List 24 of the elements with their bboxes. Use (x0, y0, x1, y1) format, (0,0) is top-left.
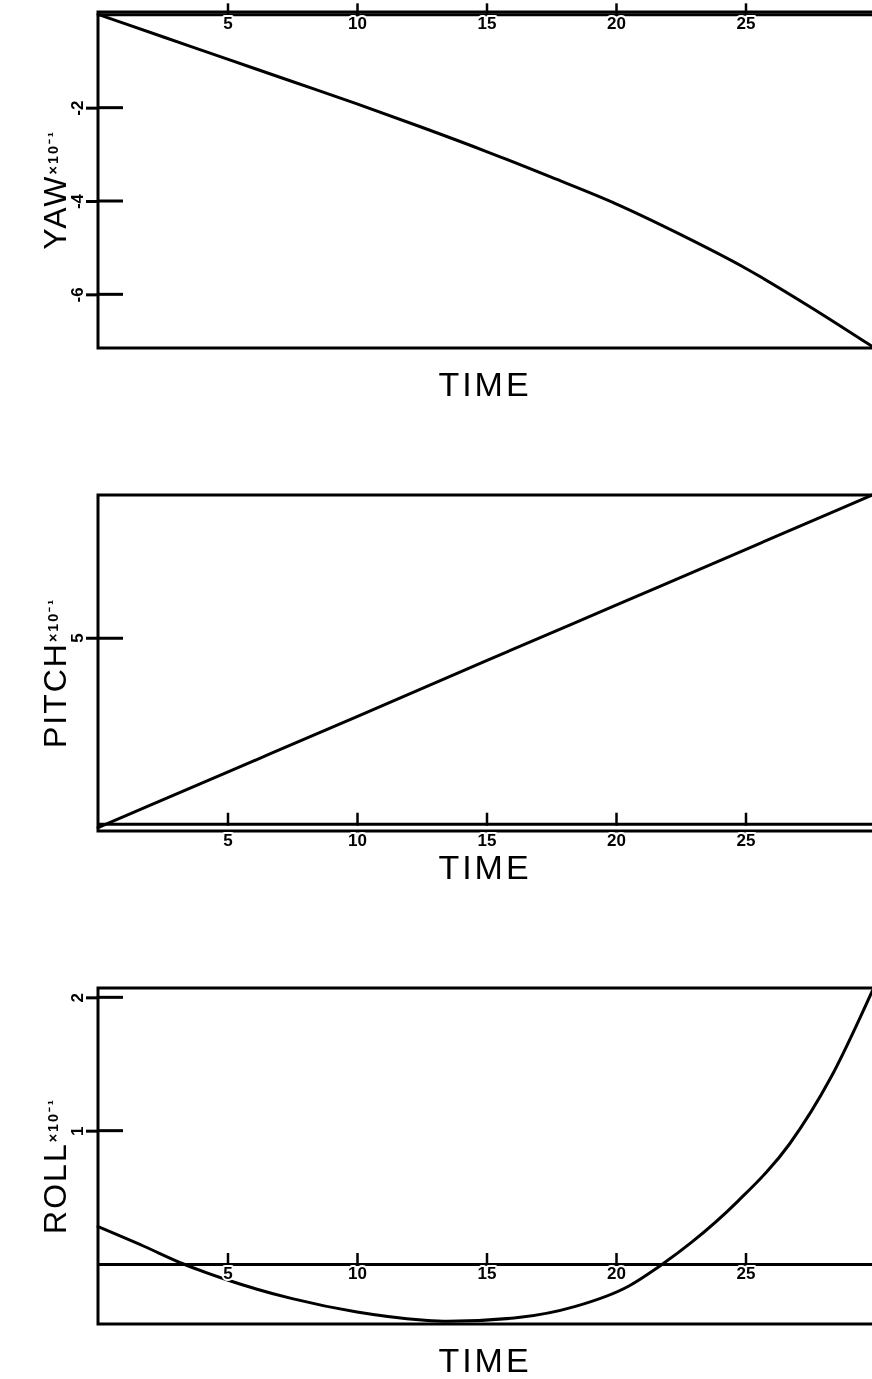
x-tick-label: 20 (607, 831, 626, 851)
y-tick-label: 2 (68, 993, 87, 1003)
x-tick-label: 5 (223, 831, 233, 851)
x-axis-title: TIME (438, 365, 532, 403)
x-tick-label: 10 (348, 14, 367, 34)
text: 5 (68, 633, 87, 643)
x-tick-label: 5 (223, 1264, 233, 1284)
x-tick-label: 10 (348, 1264, 367, 1284)
x-tick-label: 25 (736, 14, 756, 34)
y-tick-label: -6 (68, 287, 87, 303)
x-axis-title: TIME (438, 1341, 532, 1379)
x-tick-label: 15 (477, 1264, 497, 1284)
x-tick-label: 15 (477, 831, 497, 851)
x-tick-label: 25 (736, 831, 756, 851)
x-tick-label: 20 (607, 14, 626, 34)
x-tick-label: 5 (223, 14, 233, 34)
y-tick-label: -2 (68, 100, 87, 116)
x-tick-label: 15 (477, 14, 497, 34)
x-tick-label: 25 (736, 1264, 756, 1284)
x-axis-title: TIME (438, 848, 532, 886)
y-tick-label: -4 (68, 193, 87, 210)
y-tick-label: 1 (68, 1126, 87, 1136)
x-tick-label: 10 (348, 831, 367, 851)
x-tick-label: 20 (607, 1264, 626, 1284)
